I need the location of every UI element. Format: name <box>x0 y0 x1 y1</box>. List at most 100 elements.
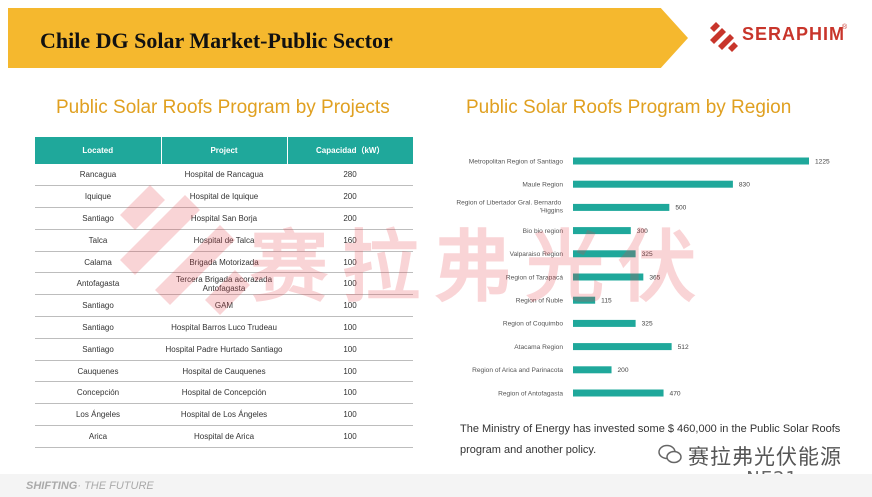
bar-group: Valparaiso Region 325 <box>510 250 653 258</box>
cell-project: Hospital de Concepción <box>161 381 287 405</box>
category-label: Region of Tarapacá <box>506 274 563 281</box>
cell-project: Brigada Motorizada <box>161 251 287 274</box>
value-label: 115 <box>601 298 612 305</box>
investment-note: The Ministry of Energy has invested some… <box>460 423 841 456</box>
cell-project: Tercera Brigada acorazada Antofagasta <box>161 272 287 296</box>
cell-located: Talca <box>35 229 161 252</box>
cell-located: Cauquenes <box>35 360 161 383</box>
table-row: Santiago Hospital San Borja 200 <box>35 207 413 230</box>
cell-project: GAM <box>161 294 287 318</box>
table-row: SantiagoGAM100 <box>35 294 413 318</box>
category-label: Valparaiso Region <box>510 251 564 258</box>
cell-located: Iquique <box>35 185 161 209</box>
header-banner <box>8 8 688 68</box>
cell-located: Los Ángeles <box>35 403 161 427</box>
table-row: Santiago Hospital Padre Hurtado Santiago 1… <box>35 338 413 361</box>
bar <box>573 157 809 165</box>
value-label: 830 <box>739 182 750 189</box>
bar <box>573 319 636 327</box>
cell-located: Antofagasta <box>35 272 161 296</box>
value-label: 200 <box>618 367 629 374</box>
table-row: Calama Brigada Motorizada 100 <box>35 251 413 274</box>
cell-project: Hospital San Borja <box>161 207 287 230</box>
table-title: Public Solar Roofs Program by Projects <box>56 97 390 118</box>
footer-slogan-rest: · THE FUTURE <box>77 480 154 492</box>
bar-group: Region of Tarapacá 365 <box>506 273 661 281</box>
bar-group: Metropolitan Region of Santiago 1225 <box>469 157 830 165</box>
cell-located: Santiago <box>35 338 161 361</box>
column-header-capacity: Capacidad（kW） <box>287 137 413 164</box>
bar-group: Bio bio region 300 <box>523 227 648 235</box>
category-label: Atacama Region <box>514 344 563 351</box>
chart-title: Public Solar Roofs Program by Region <box>466 97 792 118</box>
seraphim-logo-icon <box>710 22 738 52</box>
value-label: 500 <box>675 205 686 212</box>
projects-table: Located Project Capacidad（kW） Rancagua Ho… <box>35 137 413 448</box>
cell-project: Hospital Barros Luco Trudeau <box>161 316 287 339</box>
bar <box>573 389 664 397</box>
category-label: Maule Region <box>522 182 563 189</box>
cell-project: Hospital de Cauquenes <box>161 360 287 383</box>
bar <box>573 296 596 304</box>
logo-text: SERAPHIM <box>742 24 846 44</box>
bar-group: Region of Ñuble 115 <box>516 296 612 305</box>
table-row: Cauquenes Hospital de Cauquenes 100 <box>35 360 413 383</box>
category-label: Region of Ñuble <box>516 296 564 305</box>
cell-capacity: 100 <box>287 251 413 274</box>
bar-group: Region of Antofagasta 470 <box>498 389 681 397</box>
cell-capacity: 100 <box>287 272 413 296</box>
cell-located: Concepción <box>35 381 161 405</box>
bar-group: Region of Coquimbo 325 <box>503 319 653 328</box>
category-label: Region of Antofagasta <box>498 390 563 397</box>
category-label: Metropolitan Region of Santiago <box>469 158 564 165</box>
cell-capacity: 280 <box>287 164 413 187</box>
bar <box>573 203 670 211</box>
bar-group: Region of Arica and Parinacota 200 <box>472 366 629 374</box>
cell-project: Hospital Padre Hurtado Santiago <box>161 338 287 361</box>
cell-capacity: 100 <box>287 403 413 427</box>
table-header-row: Located Project Capacidad（kW） <box>35 137 413 164</box>
cell-capacity: 200 <box>287 207 413 230</box>
cell-project: Hospital de Rancagua <box>161 164 287 187</box>
cell-project: Hospital de Iquique <box>161 185 287 209</box>
table-row: AntofagastaTercera Brigada acorazada Ant… <box>35 272 413 296</box>
cell-located: Santiago <box>35 207 161 230</box>
cell-capacity: 200 <box>287 185 413 209</box>
category-label: Region of Arica and Parinacota <box>472 367 563 374</box>
cell-located: Calama <box>35 251 161 274</box>
bar <box>573 227 631 235</box>
logo-registered-mark: ® <box>842 24 848 31</box>
value-label: 300 <box>637 228 648 235</box>
bar <box>573 366 612 374</box>
category-label: Bio bio region <box>523 228 564 235</box>
watermark-bottom-text: 赛拉弗光伏能源 <box>688 445 842 469</box>
footer-slogan: SHIFTING· THE FUTURE <box>26 480 154 492</box>
table-row: Los Ángeles Hospital de Los Ángeles 100 <box>35 403 413 427</box>
cell-capacity: 100 <box>287 425 413 448</box>
value-label: 512 <box>678 344 689 351</box>
bar-group: Atacama Region 512 <box>514 343 689 351</box>
wechat-icon <box>658 444 682 464</box>
bar <box>573 343 672 351</box>
bar <box>573 180 733 188</box>
region-bar-chart: Metropolitan Region of Santiago 1225 Maule… <box>456 157 830 397</box>
cell-located: Santiago <box>35 294 161 318</box>
bar <box>573 273 644 281</box>
footer-band <box>0 474 872 497</box>
watermark-text: 赛拉弗光伏 <box>250 223 711 313</box>
cell-located: Arica <box>35 425 161 448</box>
value-label: 325 <box>642 251 653 258</box>
footer-slogan-bold: SHIFTING <box>26 480 78 492</box>
cell-located: Santiago <box>35 316 161 339</box>
cell-project: Hospital de Talca <box>161 229 287 252</box>
column-header-project: Project <box>161 137 288 164</box>
cell-capacity: 100 <box>287 360 413 383</box>
value-label: 325 <box>642 321 653 328</box>
bar <box>573 250 636 258</box>
category-label: Region of Coquimbo <box>503 321 563 328</box>
table-row: Concepción Hospital de Concepción 100 <box>35 381 413 405</box>
bar-group: Region of Libertador Gral. Bernardo 'Hig… <box>456 199 686 214</box>
table-row: Santiago Hospital Barros Luco Trudeau 100 <box>35 316 413 339</box>
cell-project: Hospital de Los Ángeles <box>161 403 287 427</box>
